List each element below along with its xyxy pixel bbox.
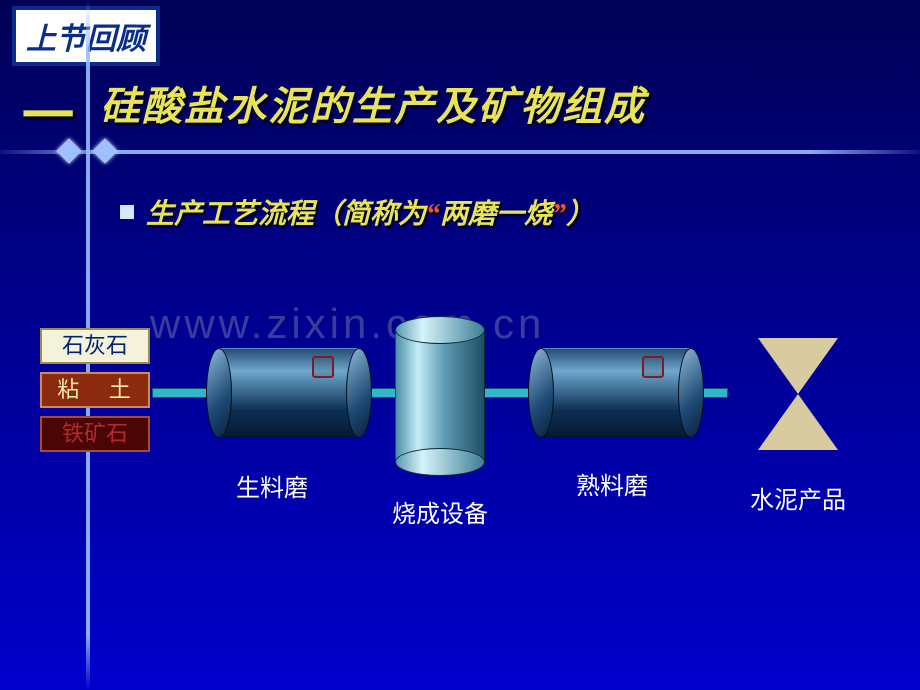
bullet-prefix: 生产工艺流程（简称为 bbox=[146, 199, 426, 230]
bullet-line: 生产工艺流程（简称为“两磨一烧”） bbox=[120, 192, 594, 232]
bullet-suffix: ） bbox=[566, 199, 594, 230]
pipe-segment bbox=[152, 388, 212, 398]
material-iron-ore: 铁矿石 bbox=[40, 416, 150, 452]
label-product: 水泥产品 bbox=[750, 480, 846, 515]
quote-close: ” bbox=[552, 199, 566, 230]
page-title: 硅酸盐水泥的生产及矿物组成 bbox=[100, 74, 646, 132]
bullet-square-icon bbox=[120, 205, 134, 219]
watermark-text: www.zixin.com.cn bbox=[150, 300, 545, 348]
kiln bbox=[395, 316, 485, 476]
pipe-segment bbox=[483, 388, 533, 398]
label-clinker-mill: 熟料磨 bbox=[576, 466, 648, 501]
horizontal-divider bbox=[0, 150, 920, 154]
material-clay: 粘 土 bbox=[40, 372, 150, 408]
label-raw-mill: 生料磨 bbox=[236, 468, 308, 503]
section-number: 一 bbox=[22, 74, 74, 149]
quote-open: “ bbox=[426, 199, 440, 230]
label-kiln: 烧成设备 bbox=[392, 494, 488, 529]
bullet-text: 生产工艺流程（简称为“两磨一烧”） bbox=[146, 192, 594, 232]
cement-product-icon bbox=[758, 338, 838, 450]
material-limestone: 石灰石 bbox=[40, 328, 150, 364]
diamond-accent bbox=[92, 138, 117, 163]
bullet-highlight: 两磨一烧 bbox=[440, 199, 552, 230]
